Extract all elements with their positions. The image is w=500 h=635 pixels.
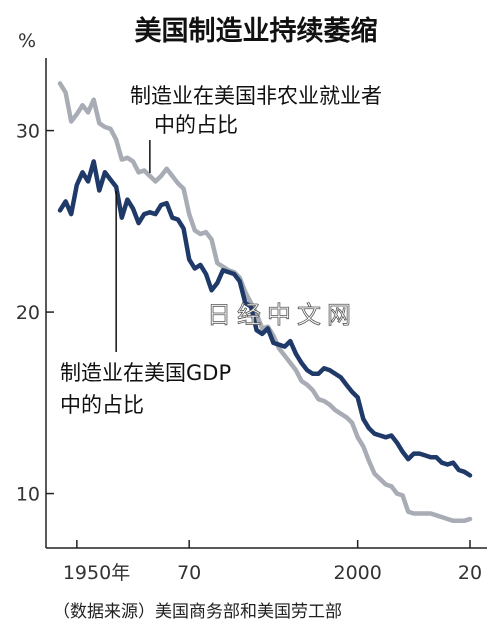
y-axis-unit-label: % [18,30,36,52]
gdp-share-annotation-line-1: 制造业在美国GDP [60,361,231,385]
gdp-share-annotation: 制造业在美国GDP 中的占比 [60,361,238,417]
x-tick-label: 20 [458,562,482,584]
gdp-share-line [57,159,473,478]
x-tick-label: 2000 [333,562,381,584]
employment-share-annotation-line-2: 中的占比 [154,113,238,137]
source-note: （数据来源）美国商务部和美国劳工部 [53,602,342,622]
chart-title: 美国制造业持续萎缩 [135,15,378,47]
x-tick-label: 1950年 [63,562,130,584]
employment-share-annotation: 制造业在美国非农业就业者 中的占比 [130,84,389,137]
y-axis-ticks: 10 20 30 [16,121,54,506]
employment-share-annotation-line-1: 制造业在美国非农业就业者 [130,84,382,108]
gdp-share-annotation-line-2: 中的占比 [60,393,144,417]
x-axis-ticks: 1950年 70 2000 20 [63,540,482,584]
series-layer [57,81,473,524]
y-tick-label: 30 [16,121,40,143]
watermark-text: 日经中文网 [207,301,357,329]
y-tick-label: 10 [16,484,40,506]
x-tick-label: 70 [177,562,201,584]
y-tick-label: 20 [16,302,40,324]
employment-share-line [57,81,473,524]
